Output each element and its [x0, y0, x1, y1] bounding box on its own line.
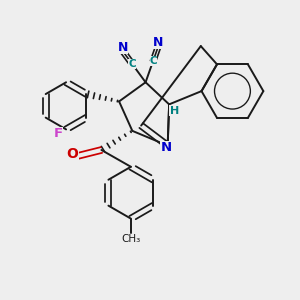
Text: N: N [153, 36, 164, 49]
Text: CH₃: CH₃ [121, 234, 140, 244]
Text: C: C [128, 59, 136, 70]
Text: N: N [160, 141, 172, 154]
Text: C: C [150, 56, 157, 67]
Text: N: N [118, 41, 128, 54]
Text: O: O [67, 147, 79, 161]
Text: H: H [170, 106, 179, 116]
Text: F: F [53, 127, 62, 140]
